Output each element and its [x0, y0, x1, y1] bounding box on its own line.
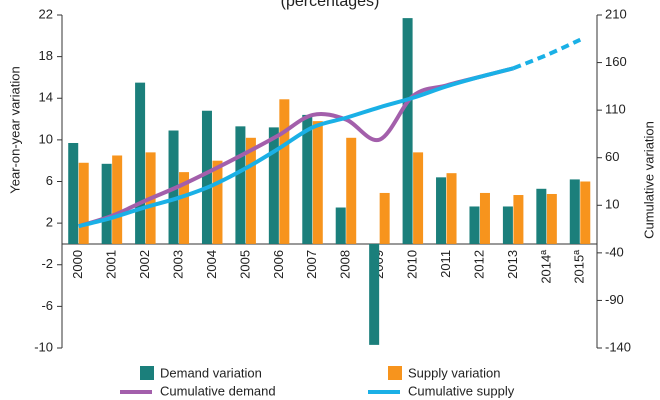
bar [312, 121, 323, 244]
bar [212, 160, 223, 244]
bar [502, 206, 513, 244]
bar [302, 114, 313, 244]
bar [402, 18, 413, 244]
y-tick-label: 10 [39, 131, 53, 146]
x-tick-label: 2000 [70, 250, 85, 279]
y2-tick-label: 60 [605, 149, 619, 164]
bar [379, 192, 390, 244]
bar [179, 172, 190, 244]
bar [546, 193, 557, 244]
bar [135, 82, 146, 244]
legend-swatch [140, 366, 154, 380]
x-tick-label: 2008 [338, 250, 353, 279]
x-tick-label: 2007 [304, 250, 319, 279]
bar [436, 177, 447, 244]
bar [569, 179, 580, 244]
x-tick-label: 2014ª [538, 250, 553, 284]
x-tick-label: 2002 [137, 250, 152, 279]
bar [346, 137, 357, 244]
legend-label: Cumulative supply [408, 383, 515, 398]
line [512, 37, 582, 71]
y2-tick-label: 210 [605, 6, 627, 21]
bar [78, 162, 89, 244]
bar [536, 188, 547, 244]
chart-title: (percentages) [281, 0, 380, 10]
y-tick-label: -6 [41, 298, 53, 313]
bar [101, 163, 112, 244]
x-tick-label: 2006 [271, 250, 286, 279]
bar [201, 110, 212, 244]
x-tick-label: 2005 [237, 250, 252, 279]
line [78, 66, 514, 229]
x-tick-label: 2013 [505, 250, 520, 279]
x-tick-label: 2015ª [572, 250, 587, 284]
x-tick-label: 2011 [438, 250, 453, 278]
y2-tick-label: 110 [605, 102, 626, 117]
y-tick-label: 6 [46, 173, 53, 188]
legend-label: Supply variation [408, 365, 501, 380]
bar [279, 99, 290, 244]
y-tick-label: -2 [41, 256, 53, 271]
y-tick-label: 2 [46, 215, 53, 230]
bar [112, 155, 123, 244]
bar [446, 173, 457, 244]
y-tick-label: 22 [39, 6, 53, 21]
y-tick-label: 18 [39, 48, 53, 63]
bar [369, 243, 380, 345]
y2-axis-label: Cumulative variation [641, 121, 656, 239]
bar [469, 206, 480, 244]
y2-tick-label: -140 [605, 339, 631, 354]
x-tick-label: 2001 [104, 250, 119, 279]
bar [335, 207, 346, 244]
legend-swatch [388, 366, 402, 380]
bar [413, 152, 424, 244]
bar [235, 126, 246, 244]
y-axis-label: Year-on-year variation [7, 66, 22, 193]
bar [68, 142, 79, 244]
bar [479, 192, 490, 244]
bar [245, 137, 256, 244]
x-tick-label: 2004 [204, 250, 219, 279]
y2-tick-label: -40 [605, 244, 624, 259]
bar [580, 181, 591, 244]
legend-label: Cumulative demand [160, 383, 276, 398]
y2-tick-label: 10 [605, 197, 619, 212]
bar [513, 195, 524, 244]
x-tick-label: 2012 [471, 250, 486, 279]
x-tick-label: 2003 [170, 250, 185, 279]
y-tick-label: 14 [39, 90, 53, 105]
legend-label: Demand variation [160, 365, 262, 380]
y2-tick-label: 160 [605, 54, 627, 69]
bar [268, 127, 279, 244]
y2-tick-label: -90 [605, 292, 624, 307]
x-tick-label: 2010 [405, 250, 420, 279]
y-tick-label: -10 [34, 339, 53, 354]
